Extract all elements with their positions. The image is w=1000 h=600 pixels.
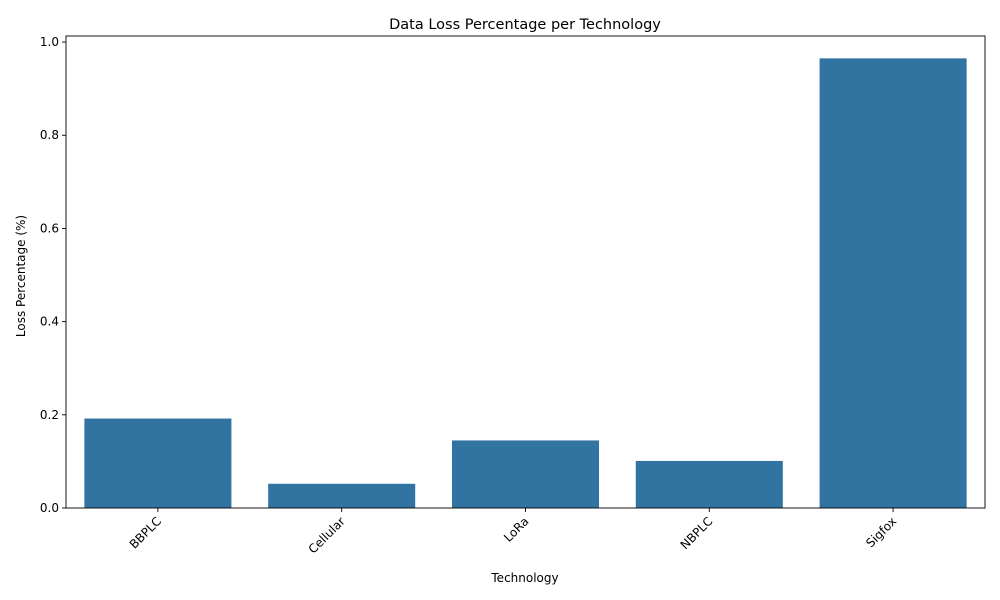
x-tick-label: Sigfox [863, 514, 899, 550]
bar-cellular [268, 483, 416, 508]
x-axis: BBPLC Cellular LoRa NBPLC Sigfox [127, 508, 899, 556]
y-tick-label: 1.0 [40, 35, 59, 49]
y-tick-label: 0.0 [40, 501, 59, 515]
y-tick-label: 0.2 [40, 408, 59, 422]
chart-title: Data Loss Percentage per Technology [389, 17, 661, 33]
bar-sigfox [819, 58, 967, 508]
bar-lora [451, 440, 600, 508]
x-tick-label: NBPLC [678, 514, 716, 552]
x-tick-label: BBPLC [127, 514, 164, 551]
x-tick-label: Cellular [306, 514, 348, 556]
x-tick-label: LoRa [501, 514, 532, 545]
y-tick-label: 0.4 [40, 315, 59, 329]
plot-frame [65, 35, 986, 509]
y-tick-label: 0.8 [40, 128, 59, 142]
bars-group [84, 58, 967, 508]
y-axis: 0.0 0.2 0.4 0.6 0.8 1.0 [40, 35, 66, 515]
x-axis-label: Technology [490, 571, 558, 585]
y-tick-label: 0.6 [40, 221, 59, 235]
bar-bbplc [84, 418, 232, 508]
bar-nbplc [635, 460, 783, 508]
y-axis-label: Loss Percentage (%) [14, 215, 28, 337]
